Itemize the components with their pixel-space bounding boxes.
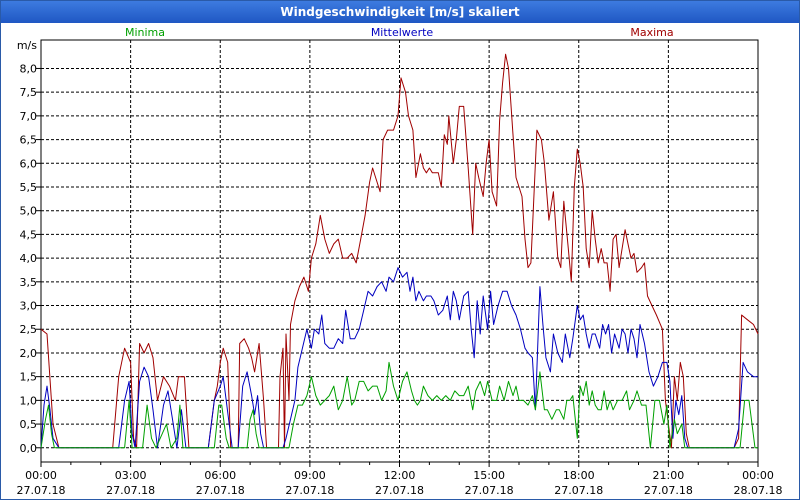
grid [41, 40, 758, 462]
x-tick-date: 27.07.18 [554, 484, 603, 497]
y-tick-label: 4,0 [20, 252, 38, 265]
x-tick-time: 03:00 [115, 469, 147, 482]
y-tick-label: 8,0 [20, 62, 38, 75]
x-tick-time: 12:00 [384, 469, 416, 482]
y-tick-label: 1,5 [20, 371, 38, 384]
y-tick-label: 0,0 [20, 442, 38, 455]
x-tick-time: 00:00 [742, 469, 774, 482]
y-tick-label: 5,0 [20, 205, 38, 218]
x-tick-time: 06:00 [204, 469, 236, 482]
y-tick-label: 5,5 [20, 181, 38, 194]
legend-mittelwerte: Mittelwerte [371, 26, 434, 39]
legend-minima: Minima [125, 26, 165, 39]
y-tick-label: 4,5 [20, 228, 38, 241]
x-tick-date: 27.07.18 [17, 484, 66, 497]
y-tick-label: 6,5 [20, 134, 38, 147]
x-tick-date: 27.07.18 [644, 484, 693, 497]
y-tick-label: 2,5 [20, 323, 38, 336]
x-tick-time: 00:00 [25, 469, 57, 482]
y-tick-label: 0,5 [20, 418, 38, 431]
series-lines [40, 53, 759, 449]
y-tick-label: 7,5 [20, 86, 38, 99]
y-tick-label: 6,0 [20, 157, 38, 170]
series-line-minima [40, 361, 758, 449]
y-tick-label: 3,5 [20, 276, 38, 289]
x-tick-date: 27.07.18 [106, 484, 155, 497]
y-tick-label: 3,0 [20, 300, 38, 313]
x-tick-time: 21:00 [653, 469, 685, 482]
x-tick-date: 27.07.18 [465, 484, 514, 497]
axes [36, 39, 759, 467]
x-tick-time: 18:00 [563, 469, 595, 482]
series-line-mittelwerte [40, 267, 758, 449]
x-tick-time: 15:00 [473, 469, 505, 482]
x-tick-date: 27.07.18 [196, 484, 245, 497]
series-line-maxima [40, 53, 759, 449]
x-tick-date: 28.07.18 [734, 484, 783, 497]
tick-labels: 0,0 0,5 1,0 1,5 2,0 2,5 3,0 3,5 4,0 4,5 5,0 5,5 6,0 6… [17, 39, 783, 497]
x-tick-date: 27.07.18 [285, 484, 334, 497]
y-tick-label: 2,0 [20, 347, 38, 360]
plot-border [40, 39, 759, 463]
y-tick-label: 1,0 [20, 394, 38, 407]
y-tick-label: 7,0 [20, 110, 38, 123]
x-tick-time: 09:00 [294, 469, 326, 482]
x-tick-date: 27.07.18 [375, 484, 424, 497]
y-axis-label: m/s [17, 39, 37, 52]
legend: Minima Mittelwerte Maxima [125, 26, 674, 39]
chart-title: Windgeschwindigkeit [m/s] skaliert [1, 1, 799, 23]
legend-maxima: Maxima [630, 26, 673, 39]
